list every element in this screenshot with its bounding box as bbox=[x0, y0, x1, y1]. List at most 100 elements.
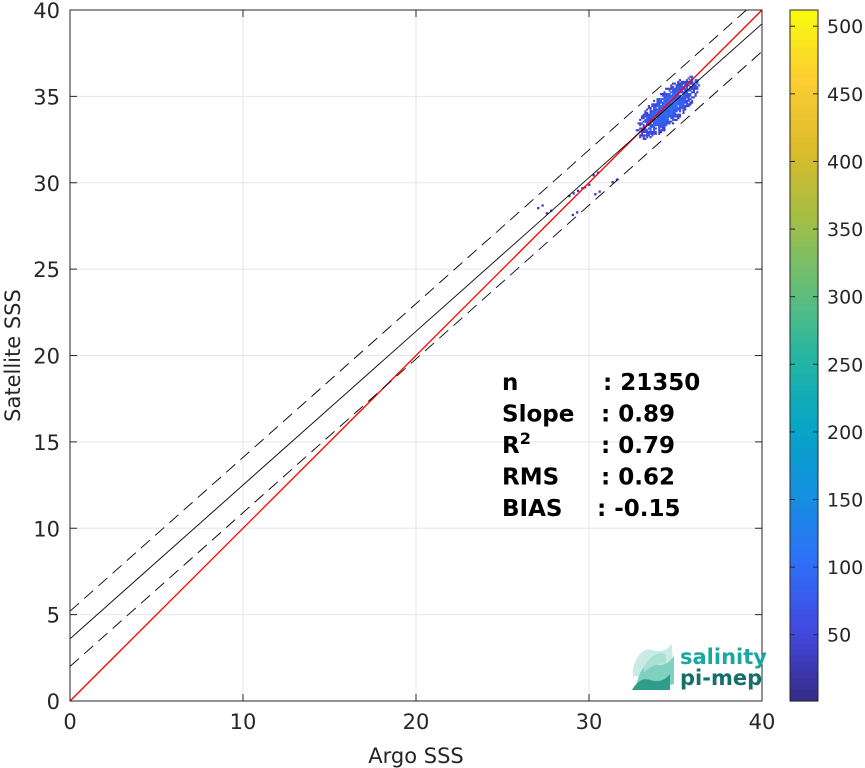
colorbar-segment bbox=[790, 510, 818, 518]
density-cell bbox=[665, 117, 668, 120]
density-cell bbox=[680, 80, 683, 83]
colorbar-segment bbox=[790, 395, 818, 403]
density-cell bbox=[691, 96, 694, 99]
density-cell bbox=[661, 113, 664, 116]
colorbar-segment bbox=[790, 15, 818, 23]
density-cell bbox=[675, 89, 678, 92]
colorbar-segment bbox=[790, 240, 818, 247]
colorbar-segment bbox=[790, 603, 818, 610]
colorbar-segment bbox=[790, 119, 818, 126]
density-cell bbox=[696, 79, 699, 82]
density-cell bbox=[673, 106, 676, 109]
density-cell bbox=[684, 101, 687, 104]
density-cell bbox=[644, 127, 647, 130]
density-cell bbox=[677, 80, 680, 83]
density-cell bbox=[678, 96, 682, 99]
density-cell bbox=[646, 108, 649, 111]
colorbar-segment bbox=[790, 142, 818, 149]
density-cell bbox=[640, 127, 644, 130]
density-cell bbox=[659, 101, 663, 104]
density-cell bbox=[677, 82, 680, 85]
density-cell bbox=[665, 115, 668, 118]
density-cell bbox=[654, 130, 657, 134]
density-cell bbox=[680, 99, 683, 102]
colorbar-segment bbox=[790, 56, 818, 63]
colorbar-segment bbox=[790, 666, 818, 673]
density-cell bbox=[642, 130, 645, 134]
colorbar-segment bbox=[790, 102, 818, 109]
density-cell bbox=[663, 101, 666, 104]
colorbar-segment bbox=[790, 505, 818, 512]
colorbar: 50 100 150 200 250 300 350 400 450 500 bbox=[789, 9, 863, 702]
density-cell bbox=[663, 124, 666, 127]
density-cell bbox=[691, 99, 694, 102]
y-tick-label: 10 bbox=[33, 517, 60, 541]
logo-text-pimep: pi-mep bbox=[680, 666, 762, 690]
colorbar-segment bbox=[790, 487, 818, 495]
y-tick-label: 0 bbox=[47, 690, 60, 714]
density-cell bbox=[644, 130, 647, 134]
density-cell bbox=[663, 105, 666, 108]
density-cell bbox=[663, 103, 666, 106]
density-cell bbox=[649, 130, 652, 134]
density-cell bbox=[576, 211, 579, 214]
density-cell bbox=[670, 110, 673, 113]
density-cell bbox=[659, 105, 663, 108]
density-cell bbox=[668, 92, 671, 96]
density-cell bbox=[670, 84, 673, 87]
colorbar-segment bbox=[790, 689, 818, 696]
density-cell bbox=[581, 187, 584, 190]
colorbar-segment bbox=[790, 257, 818, 264]
density-cell bbox=[670, 91, 673, 94]
density-cell bbox=[658, 115, 661, 118]
density-cell bbox=[653, 115, 656, 118]
density-cell bbox=[678, 115, 682, 118]
density-cell bbox=[689, 98, 692, 101]
stats-box: n: 21350 Slope: 0.89 R2: 0.79 RMS: 0.62 BIAS… bbox=[502, 370, 700, 522]
colorbar-tick-label: 450 bbox=[827, 84, 863, 106]
density-cell bbox=[666, 92, 669, 96]
colorbar-segment bbox=[790, 436, 818, 443]
density-cell bbox=[661, 127, 664, 130]
density-cell bbox=[689, 75, 692, 78]
density-cell bbox=[661, 111, 664, 115]
stat-superscript: 2 bbox=[520, 429, 531, 448]
density-cell bbox=[635, 129, 638, 132]
density-cell bbox=[677, 99, 680, 102]
colorbar-segment bbox=[790, 551, 818, 558]
density-cell bbox=[656, 118, 659, 121]
stat-value: : 0.62 bbox=[601, 465, 675, 491]
density-cell bbox=[670, 108, 673, 111]
colorbar-segment bbox=[790, 136, 818, 144]
colorbar-segment bbox=[790, 38, 818, 46]
density-cell bbox=[675, 86, 678, 89]
colorbar-segment bbox=[790, 620, 818, 627]
colorbar-segment bbox=[790, 557, 818, 564]
density-cell bbox=[682, 108, 685, 111]
density-cell bbox=[649, 127, 652, 130]
density-cell bbox=[675, 91, 678, 94]
colorbar-segment bbox=[790, 280, 818, 287]
density-cell bbox=[663, 99, 666, 102]
density-cell bbox=[678, 110, 682, 113]
colorbar-tick-label: 500 bbox=[827, 16, 863, 38]
density-cell bbox=[654, 108, 657, 111]
colorbar-segment bbox=[790, 608, 818, 616]
density-cell bbox=[615, 178, 619, 181]
density-cell bbox=[661, 94, 664, 97]
density-cell bbox=[677, 98, 680, 101]
density-cell bbox=[653, 110, 656, 113]
density-cell bbox=[687, 92, 690, 96]
density-cell bbox=[682, 94, 685, 97]
density-cell bbox=[653, 132, 656, 135]
density-cell bbox=[647, 124, 650, 127]
density-cell bbox=[658, 118, 661, 121]
density-cell bbox=[646, 129, 649, 132]
density-cell bbox=[694, 94, 697, 97]
density-cell bbox=[663, 96, 666, 99]
density-cell bbox=[672, 82, 675, 85]
density-cell bbox=[537, 206, 540, 210]
density-cell bbox=[673, 87, 676, 90]
density-cell bbox=[668, 94, 671, 97]
density-cell bbox=[659, 108, 663, 111]
